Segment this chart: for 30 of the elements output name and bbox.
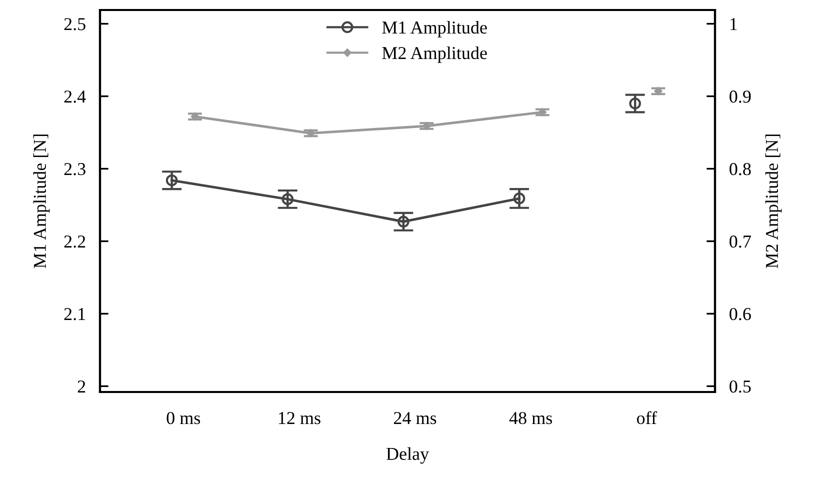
x-tick-label: 24 ms bbox=[394, 412, 436, 424]
legend-label: M2 Amplitude bbox=[382, 46, 487, 63]
point bbox=[190, 112, 199, 121]
y-tick-label: 2.1 bbox=[64, 308, 86, 320]
x-tick-label: 48 ms bbox=[509, 412, 552, 424]
y2-tick-label: 1 bbox=[730, 18, 737, 30]
y-tick-label: 2.2 bbox=[64, 236, 86, 248]
point bbox=[166, 174, 178, 186]
point bbox=[422, 122, 431, 130]
y-tick-label: 2.3 bbox=[64, 163, 86, 176]
y-axis-title: M1 Amplitude [N] bbox=[33, 134, 50, 268]
y2-tick-label: 0.6 bbox=[730, 308, 751, 320]
point bbox=[306, 129, 315, 138]
y2-tick-label: 0.7 bbox=[730, 235, 751, 248]
point bbox=[513, 192, 526, 204]
point bbox=[538, 108, 546, 116]
y-tick-label: 2.5 bbox=[64, 18, 86, 30]
x-tick-label: 0 ms bbox=[166, 412, 200, 424]
y2-axis-title: M2 Amplitude [N] bbox=[765, 134, 782, 268]
y-tick-label: 2.4 bbox=[64, 90, 86, 103]
legend-label: M1 Amplitude bbox=[382, 20, 487, 38]
point bbox=[398, 216, 410, 228]
y2-tick-label: 0.5 bbox=[730, 380, 751, 393]
y-tick-label: 2 bbox=[78, 380, 86, 392]
x-tick-label: off bbox=[636, 411, 658, 424]
x-tick-label: 12 ms bbox=[278, 412, 320, 424]
x-axis-title: Delay bbox=[386, 447, 429, 464]
y2-tick-label: 0.9 bbox=[730, 90, 751, 103]
point bbox=[282, 193, 294, 206]
y2-tick-label: 0.8 bbox=[730, 163, 751, 176]
